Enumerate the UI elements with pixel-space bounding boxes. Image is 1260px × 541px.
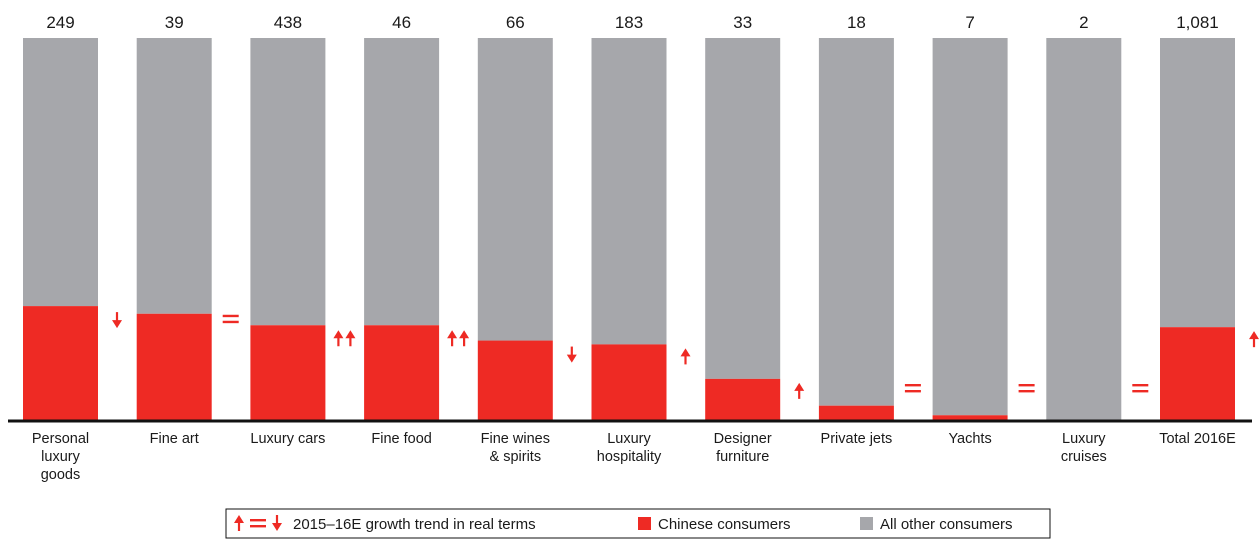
bar-chinese-8 <box>932 415 1008 421</box>
total-label-4: 66 <box>506 13 525 32</box>
bar-others-2 <box>250 38 326 326</box>
bar-others-3 <box>364 38 440 326</box>
bar-chinese-2 <box>250 325 326 421</box>
category-labels-layer: Personal luxury goods Fine art Luxury cars Fi… <box>32 431 1236 483</box>
total-label-0: 249 <box>46 13 74 32</box>
legend-up-icon <box>234 515 244 531</box>
legend-trend-icons <box>234 515 282 531</box>
legend-down-icon <box>272 515 282 531</box>
legend-equal-icon <box>250 519 266 528</box>
total-label-6: 33 <box>733 13 752 32</box>
category-label-7: Private jets <box>821 431 893 447</box>
category-label-9: Luxury cruises <box>1061 431 1107 465</box>
total-label-3: 46 <box>392 13 411 32</box>
trend-up-icon <box>345 330 356 347</box>
trend-up-icon <box>680 348 691 365</box>
total-label-1: 39 <box>165 13 184 32</box>
bar-chinese-4 <box>477 340 553 421</box>
trend-markers-layer <box>112 312 1259 399</box>
trend-equal-icon <box>1132 384 1149 393</box>
bar-others-7 <box>818 38 894 406</box>
bar-chinese-3 <box>364 325 440 421</box>
category-label-8: Yachts <box>948 431 991 447</box>
trend-up-icon <box>333 330 344 347</box>
total-label-8: 7 <box>965 13 974 32</box>
bars-layer <box>23 38 1235 421</box>
trend-equal-icon <box>904 384 921 393</box>
trend-up-icon <box>794 382 805 399</box>
total-label-7: 18 <box>847 13 866 32</box>
legend-chinese-label: Chinese consumers <box>658 516 791 533</box>
bar-others-10 <box>1160 38 1235 328</box>
trend-up-icon <box>447 330 458 347</box>
bar-chinese-7 <box>818 405 894 421</box>
bar-others-1 <box>136 38 212 314</box>
bar-others-5 <box>591 38 667 345</box>
total-label-10: 1,081 <box>1176 13 1219 32</box>
bar-others-8 <box>932 38 1008 416</box>
legend-others-swatch <box>860 517 873 530</box>
trend-equal-icon <box>1018 384 1035 393</box>
bar-chinese-1 <box>136 313 212 421</box>
trend-up-icon <box>459 330 470 347</box>
bar-others-9 <box>1046 38 1122 420</box>
total-label-9: 2 <box>1079 13 1088 32</box>
category-label-0: Personal luxury goods <box>32 431 89 483</box>
legend-others-label: All other consumers <box>880 516 1013 533</box>
total-labels-layer: 249 39 438 46 66 183 33 18 7 2 1,081 <box>46 13 1218 32</box>
total-label-5: 183 <box>615 13 643 32</box>
bar-chinese-0 <box>23 306 98 421</box>
trend-down-icon <box>112 312 122 329</box>
bar-chinese-10 <box>1160 327 1235 421</box>
trend-up-icon <box>1249 331 1259 348</box>
legend-chinese-swatch <box>638 517 651 530</box>
trend-equal-icon <box>222 314 239 324</box>
category-label-6: Designer furniture <box>714 431 772 465</box>
legend-trend-label: 2015–16E growth trend in real terms <box>293 516 536 533</box>
bar-others-4 <box>477 38 553 341</box>
trend-down-icon <box>566 346 577 363</box>
bar-others-0 <box>23 38 98 307</box>
category-label-3: Fine food <box>371 431 431 447</box>
category-label-10: Total 2016E <box>1159 431 1236 447</box>
bar-others-6 <box>705 38 781 379</box>
category-label-2: Luxury cars <box>250 431 325 447</box>
category-label-4: Fine wines & spirits <box>481 431 550 465</box>
category-label-5: Luxury hospitality <box>597 431 662 465</box>
bar-chinese-5 <box>591 344 667 421</box>
category-label-1: Fine art <box>150 431 199 447</box>
total-label-2: 438 <box>274 13 302 32</box>
bar-chinese-6 <box>705 378 781 421</box>
legend: 2015–16E growth trend in real terms Chin… <box>225 508 1051 539</box>
